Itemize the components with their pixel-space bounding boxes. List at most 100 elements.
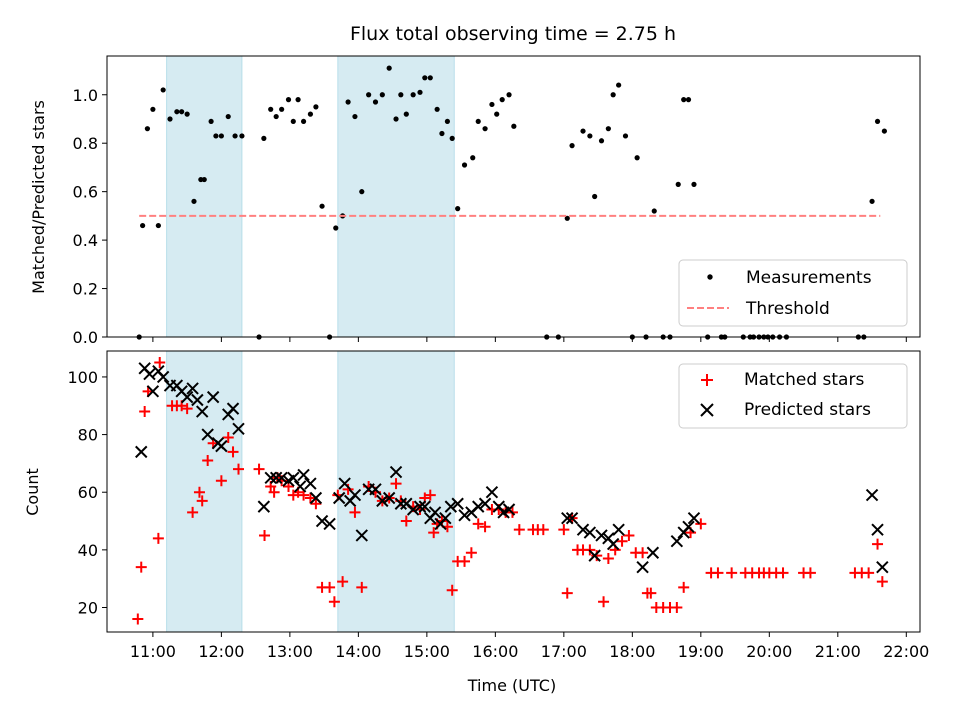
measurement-point: [881, 128, 887, 134]
y-tick-label: 0.6: [73, 183, 98, 202]
predicted-star-point: [394, 497, 408, 510]
matched-star-point: [196, 495, 208, 507]
predicted-star-point: [876, 560, 889, 574]
predicted-star-point: [264, 471, 277, 485]
measurement-point: [352, 113, 358, 120]
measurement-point: [290, 118, 296, 125]
shaded-interval: [337, 350, 455, 633]
measurement-point: [184, 111, 190, 117]
matched-star-point: [233, 463, 245, 475]
matched-star-point: [561, 587, 573, 599]
matched-star-point: [135, 561, 147, 573]
predicted-star-point: [186, 382, 199, 395]
measurement-point: [569, 143, 575, 149]
matched-star-point: [872, 538, 884, 550]
matched-star-point: [616, 535, 628, 547]
matched-star-point: [390, 478, 402, 490]
predicted-star-point: [206, 390, 220, 404]
measurement-point: [482, 126, 488, 132]
matched-star-point: [193, 486, 205, 498]
measurement-point: [494, 111, 500, 117]
measurement-point: [434, 106, 440, 112]
predicted-star-point: [485, 486, 499, 499]
matched-legend-label: Matched stars: [744, 370, 864, 390]
predicted-star-point: [338, 477, 351, 490]
measurement-point: [506, 92, 512, 98]
measurement-point: [273, 113, 279, 120]
measurement-point: [319, 203, 325, 209]
measurement-point: [511, 123, 517, 129]
predicted-star-point: [389, 465, 403, 479]
matched-star-point: [337, 576, 349, 588]
x-tick-label: 11:00: [130, 642, 176, 661]
matched-star-point: [268, 486, 280, 498]
x-tick-label: 22:00: [883, 642, 929, 661]
matched-star-point: [459, 555, 471, 567]
matched-star-point: [324, 581, 336, 593]
predicted-star-point: [413, 500, 427, 513]
measurement-point: [155, 222, 161, 229]
x-tick-label: 20:00: [746, 642, 792, 661]
measurement-point: [218, 133, 224, 139]
predicted-star-point: [304, 477, 317, 490]
measurement-point: [675, 181, 681, 187]
measurement-point: [622, 133, 629, 139]
matched-star-point: [154, 357, 166, 369]
measurements-legend-marker: [707, 274, 713, 280]
axes-frame: [106, 350, 921, 633]
matched-star-point: [446, 584, 458, 596]
x-tick-label: 21:00: [815, 642, 861, 661]
chart-title: Flux total observing time = 2.75 h: [350, 23, 676, 45]
predicted-star-point: [232, 422, 245, 436]
measurement-point: [366, 92, 372, 98]
matched-star-point: [202, 455, 214, 467]
measurement-point: [398, 92, 404, 98]
predicted-star-point: [269, 471, 283, 485]
matched-star-point: [637, 547, 649, 559]
matched-star-point: [712, 567, 724, 579]
matched-star-point: [695, 518, 707, 530]
matched-star-point: [678, 581, 690, 593]
matched-star-point: [222, 431, 234, 443]
measurement-point: [455, 206, 461, 212]
predicted-star-point: [382, 491, 396, 505]
predicted-star-point: [687, 511, 701, 525]
predicted-star-point: [143, 367, 156, 381]
measurement-point: [225, 113, 231, 120]
measurement-point: [587, 133, 593, 139]
predicted-star-point: [226, 402, 240, 415]
measurement-point: [372, 99, 379, 105]
predicted-star-point: [576, 523, 590, 536]
x-tick-label: 16:00: [472, 642, 518, 661]
predicted-star-point: [444, 500, 458, 513]
x-tick-label: 12:00: [198, 642, 244, 661]
predicted-star-point: [180, 390, 194, 404]
matched-star-point: [726, 567, 738, 579]
predicted-star-point: [583, 526, 597, 539]
measurements-legend-label: Measurements: [746, 268, 872, 288]
predicted-star-point: [406, 503, 420, 516]
measurement-point: [499, 97, 505, 103]
series-measurements: [136, 65, 887, 340]
predicted-star-point: [682, 520, 695, 534]
measurement-point: [268, 106, 274, 112]
measurement-point: [616, 82, 622, 88]
measurement-point: [685, 97, 692, 103]
predicted-star-point: [606, 537, 620, 551]
matched-star-point: [349, 506, 361, 518]
predicted-star-point: [502, 503, 516, 516]
predicted-star-point: [565, 511, 579, 525]
matched-star-point: [215, 475, 227, 487]
matched-star-point: [139, 406, 151, 418]
top-legend: Measurements Threshold: [678, 259, 908, 327]
predicted-star-point: [428, 506, 442, 519]
axes-frame: [106, 55, 921, 338]
measurement-point: [307, 111, 314, 117]
measurement-point: [232, 133, 238, 139]
series-predicted-stars: [135, 362, 889, 574]
matched-star-point: [602, 553, 614, 565]
predicted-star-point: [439, 511, 452, 525]
measurement-point: [461, 162, 468, 168]
threshold-legend-label: Threshold: [745, 299, 830, 319]
